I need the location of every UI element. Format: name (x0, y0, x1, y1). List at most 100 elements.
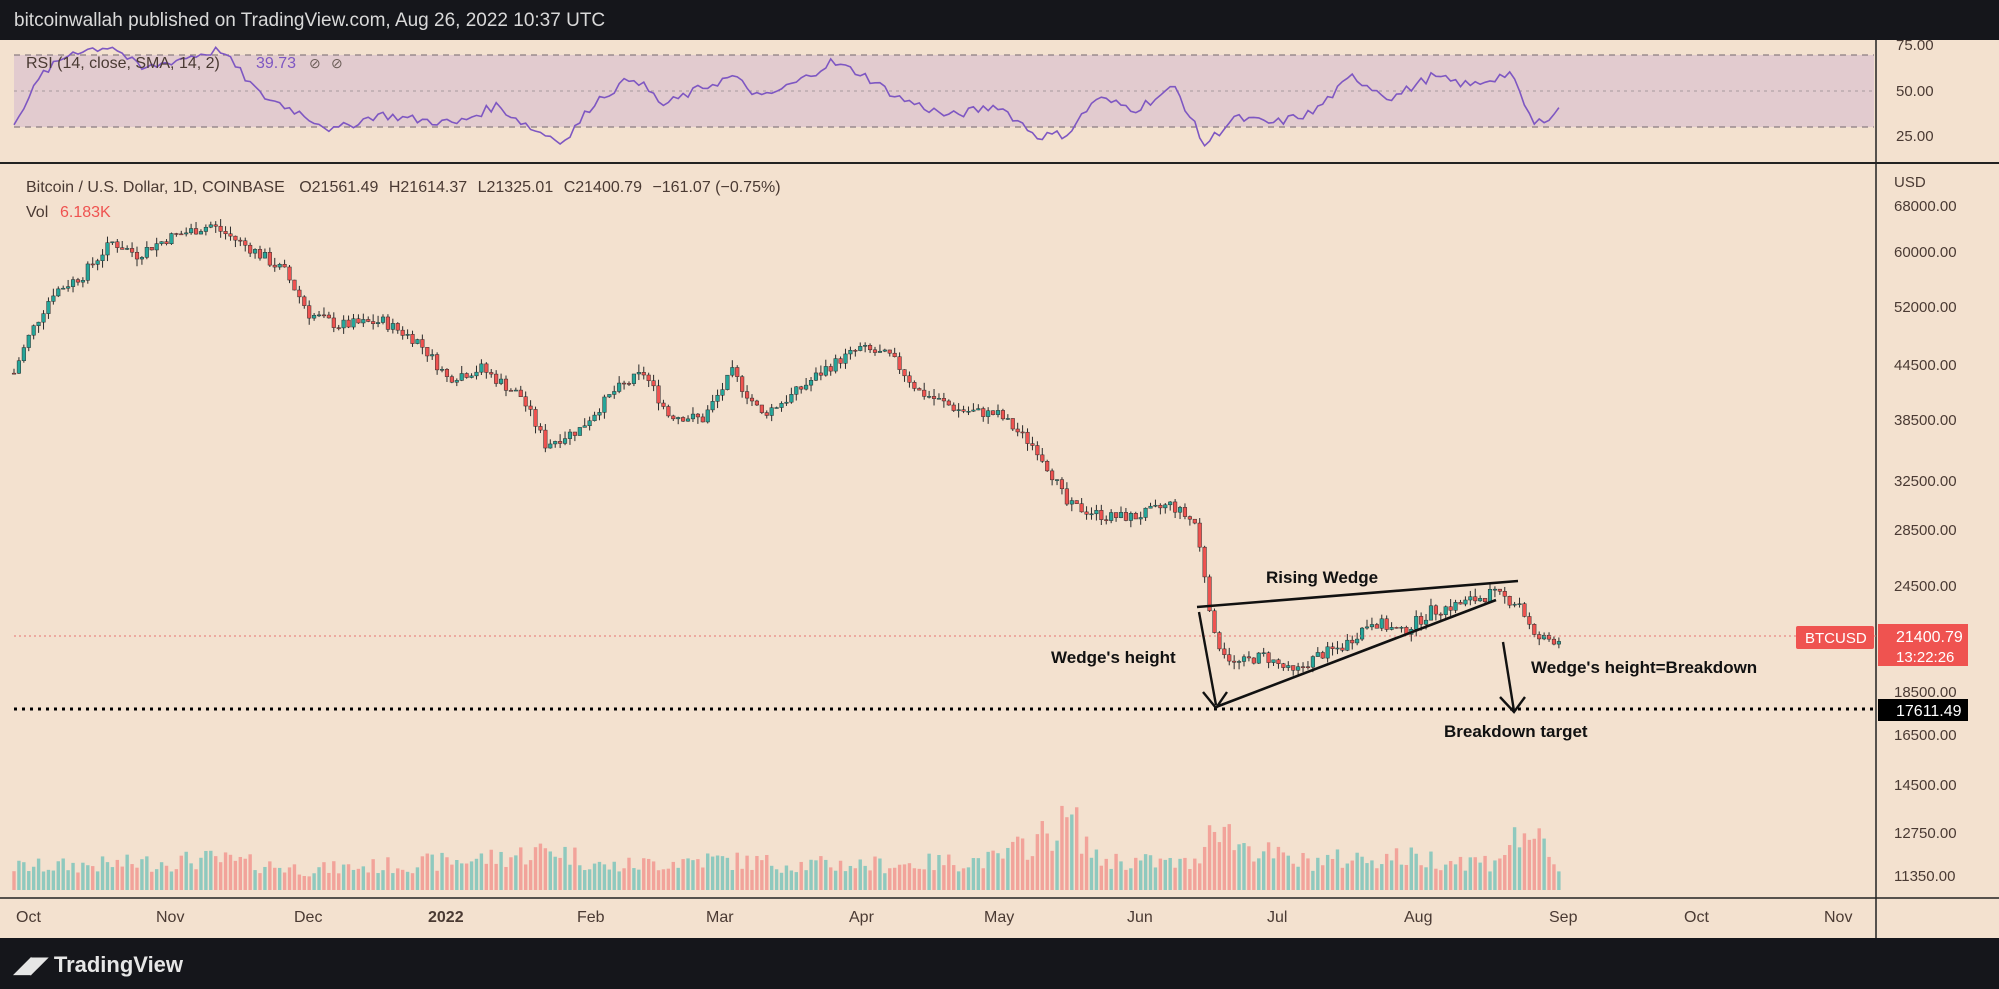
candle-body (474, 371, 479, 377)
volume-bar (1537, 828, 1541, 890)
candle-body (1212, 610, 1217, 633)
volume-bar (327, 872, 331, 890)
candle-body (1045, 461, 1050, 472)
volume-bar (253, 870, 257, 890)
volume-bar (558, 857, 562, 890)
rsi-tick: 75.00 (1896, 40, 1934, 54)
volume-bar (1394, 848, 1399, 890)
volume-bar (371, 859, 375, 890)
candle-body (523, 396, 528, 407)
volume-bar (405, 871, 410, 890)
candle-body (1325, 646, 1330, 659)
volume-bar (769, 865, 774, 890)
candle-body (725, 374, 730, 390)
candle-body (735, 367, 740, 377)
volume-bar (1188, 868, 1192, 890)
volume-bar (892, 867, 897, 890)
volume-bar (36, 858, 41, 890)
candle-body (710, 401, 715, 411)
volume-bar (1075, 807, 1079, 890)
candle-body (366, 319, 371, 322)
target-price-tag (1878, 699, 1968, 721)
volume-bar (1030, 856, 1035, 890)
volume-bar (883, 873, 887, 890)
volume-bar (479, 853, 484, 890)
candle-body (961, 409, 966, 412)
volume-bar (307, 876, 311, 890)
volume-bar (1261, 851, 1266, 890)
candle-body (602, 396, 607, 413)
candle-body (740, 376, 745, 392)
volume-bar (514, 855, 518, 890)
volume-bar (204, 850, 208, 890)
volume-bar (863, 865, 867, 890)
settings-icon[interactable]: ⊘ (331, 55, 343, 71)
candle-body (307, 305, 312, 319)
volume-bar (661, 869, 666, 890)
candle-body (528, 405, 533, 410)
candle-body (164, 241, 169, 245)
candle-body (1182, 507, 1188, 517)
candle-body (833, 358, 838, 372)
volume-bar (1011, 841, 1015, 890)
time-tick: Jul (1267, 909, 1287, 926)
volume-bar (174, 869, 179, 890)
candle-body (41, 313, 46, 323)
wedge-drawing (1196, 579, 1526, 714)
volume-bar (120, 866, 124, 890)
candle-body (1276, 659, 1281, 664)
candle-body (622, 382, 627, 385)
volume-bar (1360, 856, 1364, 890)
candle-body (828, 366, 833, 372)
candle-body (976, 408, 981, 411)
price-tick: 12750.00 (1894, 825, 1957, 842)
candle-body (66, 286, 71, 289)
price-tick: 11350.00 (1894, 868, 1955, 885)
candle-body (494, 373, 499, 384)
volume-bar (1409, 847, 1413, 890)
candle-body (1207, 576, 1212, 612)
volume-bar (952, 865, 956, 890)
time-tick: Feb (577, 909, 605, 926)
candle-body (149, 247, 154, 251)
candle-body (36, 321, 41, 326)
candle-body (1527, 616, 1532, 625)
candles (11, 219, 1561, 677)
chart-frame: RSI (14, close, SMA, 14, 2) 39.73 ⊘ ⊘ 75… (0, 37, 1999, 938)
wedge-equals-label: Wedge's height=Breakdown (1531, 658, 1757, 677)
price-axis[interactable]: USD 68000.00 60000.00 52000.00 44500.00 … (1796, 174, 1968, 885)
rising-wedge-label: Rising Wedge (1266, 568, 1378, 587)
candle-body (1379, 618, 1384, 629)
volume-bar (184, 851, 188, 890)
candle-body (85, 263, 90, 281)
volume-bar (1281, 852, 1286, 890)
candle-body (1507, 596, 1512, 606)
volume-bar (1124, 869, 1128, 890)
rsi-pane[interactable]: RSI (14, close, SMA, 14, 2) 39.73 ⊘ ⊘ (13, 45, 1874, 148)
candle-body (966, 410, 971, 413)
candle-body (681, 417, 686, 422)
time-axis[interactable]: Oct Nov Dec 2022 Feb Mar Apr May Jun Jul… (16, 909, 1852, 926)
chart-svg[interactable]: RSI (14, close, SMA, 14, 2) 39.73 ⊘ ⊘ 75… (0, 37, 1999, 938)
candle-body (174, 233, 179, 235)
tradingview-logo[interactable]: ◢◤ TradingView (14, 952, 183, 978)
candle-body (1271, 659, 1276, 663)
volume-bar (804, 870, 808, 890)
tradingview-logo-icon: ◢◤ (14, 952, 48, 977)
hidden-icon[interactable]: ⊘ (309, 55, 321, 71)
candle-body (479, 363, 484, 373)
volume-bar (814, 860, 818, 890)
volume-bar (991, 850, 995, 890)
candle-body (228, 233, 233, 237)
volume-bar (100, 856, 105, 890)
volume-bar (1114, 853, 1118, 890)
candle-body (1241, 656, 1247, 662)
volume-bar (1084, 836, 1089, 890)
candle-body (139, 257, 144, 260)
candle-body (1532, 624, 1537, 635)
candle-body (538, 426, 543, 431)
candle-body (951, 404, 956, 411)
volume-bar (140, 859, 144, 890)
candle-body (572, 431, 577, 436)
wedge-lower-line (1215, 598, 1497, 709)
